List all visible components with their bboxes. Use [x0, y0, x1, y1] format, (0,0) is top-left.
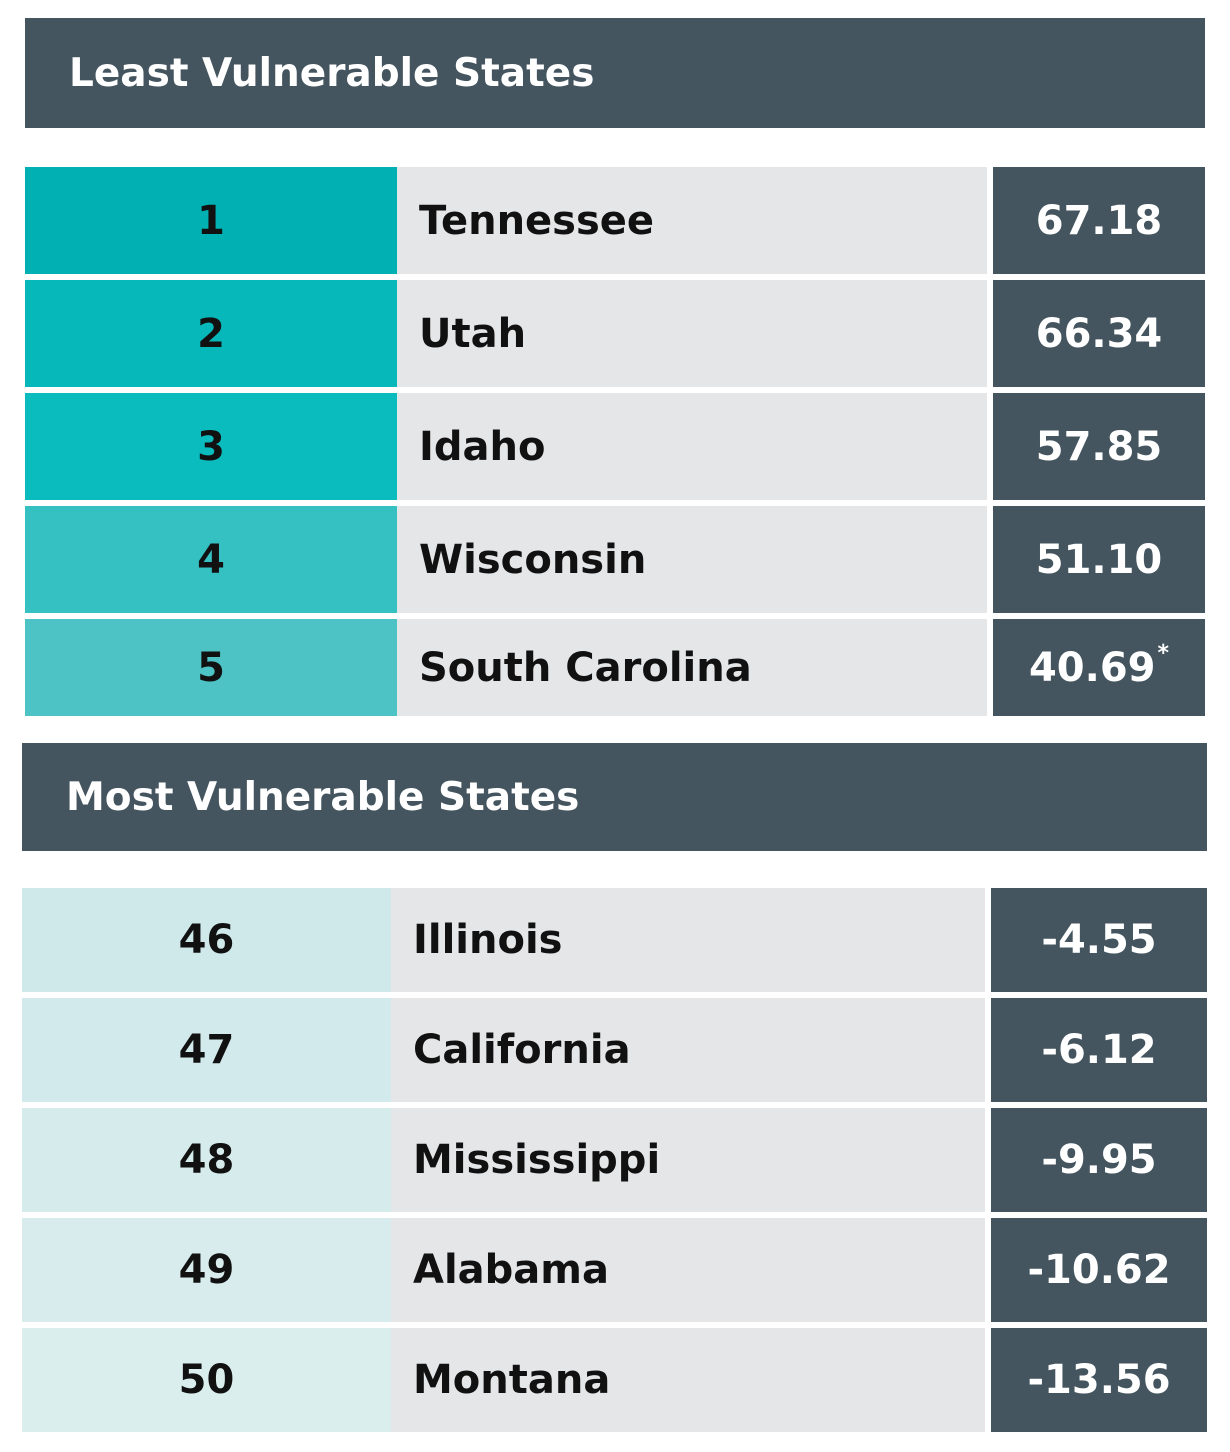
least-vulnerable-title: Least Vulnerable States [69, 50, 595, 96]
score-cell: 51.10 [987, 506, 1205, 613]
state-cell: California [391, 998, 985, 1102]
score-value: -6.12 [1041, 1027, 1157, 1073]
state-cell: Mississippi [391, 1108, 985, 1212]
state-cell: Idaho [397, 393, 987, 500]
rank-cell: 48 [22, 1108, 391, 1212]
rank-cell: 3 [25, 393, 397, 500]
least-vulnerable-table: 1 Tennessee 67.18 2 Utah 66.34 3 Idaho 57.85 4 Wis… [25, 167, 1205, 716]
rank-cell: 49 [22, 1218, 391, 1322]
score-cell: -6.12 [985, 998, 1207, 1102]
state-cell: Illinois [391, 888, 985, 992]
score-value: -13.56 [1027, 1357, 1171, 1403]
table-row: 1 Tennessee 67.18 [25, 167, 1205, 274]
rank-cell: 2 [25, 280, 397, 387]
state-cell: South Carolina [397, 619, 987, 716]
score-cell: -13.56 [985, 1328, 1207, 1432]
table-row: 50 Montana -13.56 [22, 1328, 1207, 1432]
score-value: 51.10 [1035, 536, 1163, 583]
footnote-marker: * [1157, 641, 1170, 666]
table-row: 3 Idaho 57.85 [25, 393, 1205, 500]
score-cell: -4.55 [985, 888, 1207, 992]
state-cell: Alabama [391, 1218, 985, 1322]
rank-cell: 47 [22, 998, 391, 1102]
state-cell: Utah [397, 280, 987, 387]
score-value: -4.55 [1041, 917, 1157, 963]
state-cell: Montana [391, 1328, 985, 1432]
most-vulnerable-title: Most Vulnerable States [66, 774, 580, 820]
table-row: 47 California -6.12 [22, 998, 1207, 1102]
rank-cell: 46 [22, 888, 391, 992]
rank-cell: 5 [25, 619, 397, 716]
rank-cell: 50 [22, 1328, 391, 1432]
score-value: 57.85 [1035, 423, 1163, 470]
state-cell: Tennessee [397, 167, 987, 274]
score-value: 40.69 [1028, 644, 1156, 691]
score-value: -9.95 [1041, 1137, 1157, 1183]
table-row: 5 South Carolina 40.69 * [25, 619, 1205, 716]
score-cell: -9.95 [985, 1108, 1207, 1212]
rank-cell: 4 [25, 506, 397, 613]
table-row: 48 Mississippi -9.95 [22, 1108, 1207, 1212]
score-value: 66.34 [1035, 310, 1163, 357]
score-cell: 57.85 [987, 393, 1205, 500]
state-cell: Wisconsin [397, 506, 987, 613]
score-cell: 67.18 [987, 167, 1205, 274]
score-cell: 40.69 * [987, 619, 1205, 716]
score-cell: 66.34 [987, 280, 1205, 387]
score-value: -10.62 [1027, 1247, 1171, 1293]
table-row: 46 Illinois -4.55 [22, 888, 1207, 992]
table-row: 4 Wisconsin 51.10 [25, 506, 1205, 613]
most-vulnerable-table: 46 Illinois -4.55 47 California -6.12 48 Missis… [22, 888, 1207, 1432]
table-row: 2 Utah 66.34 [25, 280, 1205, 387]
score-cell: -10.62 [985, 1218, 1207, 1322]
most-vulnerable-header: Most Vulnerable States [22, 743, 1207, 851]
least-vulnerable-header: Least Vulnerable States [25, 18, 1205, 128]
score-value: 67.18 [1035, 197, 1163, 244]
rank-cell: 1 [25, 167, 397, 274]
table-row: 49 Alabama -10.62 [22, 1218, 1207, 1322]
